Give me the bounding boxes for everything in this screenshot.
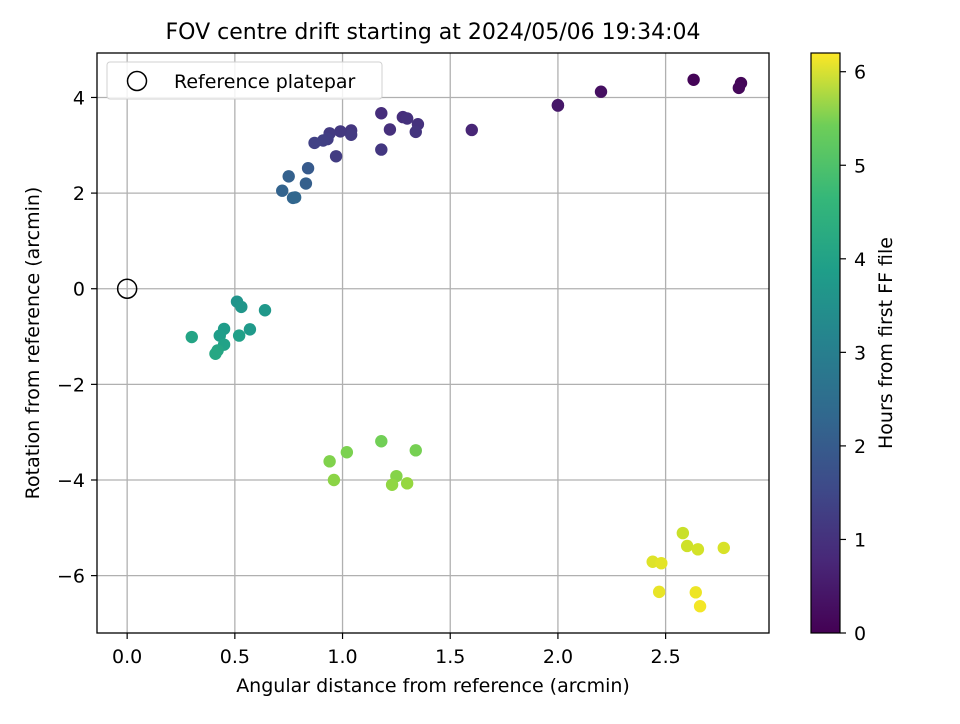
- data-point: [375, 435, 388, 448]
- legend-marker-circle-icon: [126, 70, 148, 92]
- colorbar-ticks: 0 1 2 3 4 5 6: [840, 62, 866, 645]
- data-point: [465, 123, 478, 137]
- data-point: [400, 477, 414, 490]
- plot-frame: [96, 52, 770, 634]
- data-point: [375, 143, 388, 156]
- colorbar-tick-label: 1: [854, 529, 866, 551]
- data-point: [400, 112, 414, 125]
- legend-entry-reference-platepar: Reference platepar: [174, 71, 356, 93]
- data-point: [385, 478, 399, 491]
- data-point: [652, 585, 666, 599]
- data-point: [282, 170, 295, 183]
- legend: Reference platepar: [106, 61, 383, 100]
- data-point: [329, 150, 343, 163]
- x-axis-label: Angular distance from reference (arcmin): [236, 675, 630, 697]
- chart-title: FOV centre drift starting at 2024/05/06 …: [166, 20, 701, 45]
- data-point: [323, 455, 336, 468]
- data-point: [655, 556, 668, 570]
- data-point: [301, 162, 315, 175]
- data-point: [383, 123, 397, 136]
- colorbar-tick-label: 5: [854, 155, 866, 177]
- data-point: [258, 304, 272, 317]
- colorbar-tick-label: 3: [854, 342, 866, 364]
- colorbar-tick-label: 2: [854, 436, 866, 458]
- data-point: [732, 81, 746, 95]
- data-point: [594, 85, 608, 98]
- data-point: [717, 541, 730, 555]
- data-point: [340, 446, 354, 459]
- legend-box: [106, 61, 383, 100]
- data-point: [209, 347, 222, 360]
- data-point: [551, 99, 565, 112]
- data-point: [691, 543, 705, 556]
- data-point: [693, 600, 707, 613]
- data-point: [680, 539, 694, 553]
- data-point: [409, 444, 422, 457]
- x-tick-label: 2.5: [651, 646, 681, 668]
- y-axis-ticks: 4 2 0 −2 −4 −6: [57, 87, 97, 588]
- y-tick-label: 0: [73, 279, 85, 301]
- colorbar: 0 1 2 3 4 5 6 Hours from first FF file: [810, 52, 897, 645]
- data-point: [232, 329, 246, 342]
- colorbar-label: Hours from first FF file: [875, 237, 897, 449]
- data-point: [334, 125, 347, 138]
- data-point: [235, 300, 248, 314]
- data-point: [687, 73, 700, 86]
- data-point: [288, 191, 302, 204]
- y-axis-label: Rotation from reference (arcmin): [22, 187, 44, 500]
- data-point: [308, 136, 321, 150]
- data-point: [689, 586, 702, 599]
- y-tick-label: −2: [57, 374, 85, 396]
- y-tick-label: 2: [73, 183, 85, 205]
- x-tick-label: 0.0: [112, 646, 142, 668]
- data-points: [116, 73, 748, 613]
- data-point: [409, 125, 422, 139]
- y-tick-label: −6: [57, 566, 85, 588]
- data-point: [676, 526, 690, 540]
- data-point: [375, 107, 388, 120]
- y-tick-label: 4: [73, 87, 85, 109]
- colorbar-gradient: [810, 52, 841, 634]
- data-point: [344, 128, 358, 141]
- grid: [97, 53, 769, 633]
- x-tick-label: 1.5: [435, 646, 465, 668]
- data-point: [299, 177, 313, 190]
- x-tick-label: 0.5: [220, 646, 250, 668]
- data-point: [327, 473, 341, 487]
- data-point: [276, 184, 289, 197]
- data-point: [243, 323, 257, 336]
- data-point: [185, 330, 198, 344]
- colorbar-tick-label: 6: [854, 62, 866, 84]
- x-axis-ticks: 0.0 0.5 1.0 1.5 2.0 2.5: [112, 633, 681, 668]
- reference-platepar-marker: [116, 278, 138, 299]
- x-tick-label: 1.0: [327, 646, 357, 668]
- colorbar-tick-label: 4: [854, 249, 866, 271]
- y-tick-label: −4: [57, 470, 85, 492]
- x-tick-label: 2.0: [543, 646, 573, 668]
- colorbar-tick-label: 0: [854, 623, 866, 645]
